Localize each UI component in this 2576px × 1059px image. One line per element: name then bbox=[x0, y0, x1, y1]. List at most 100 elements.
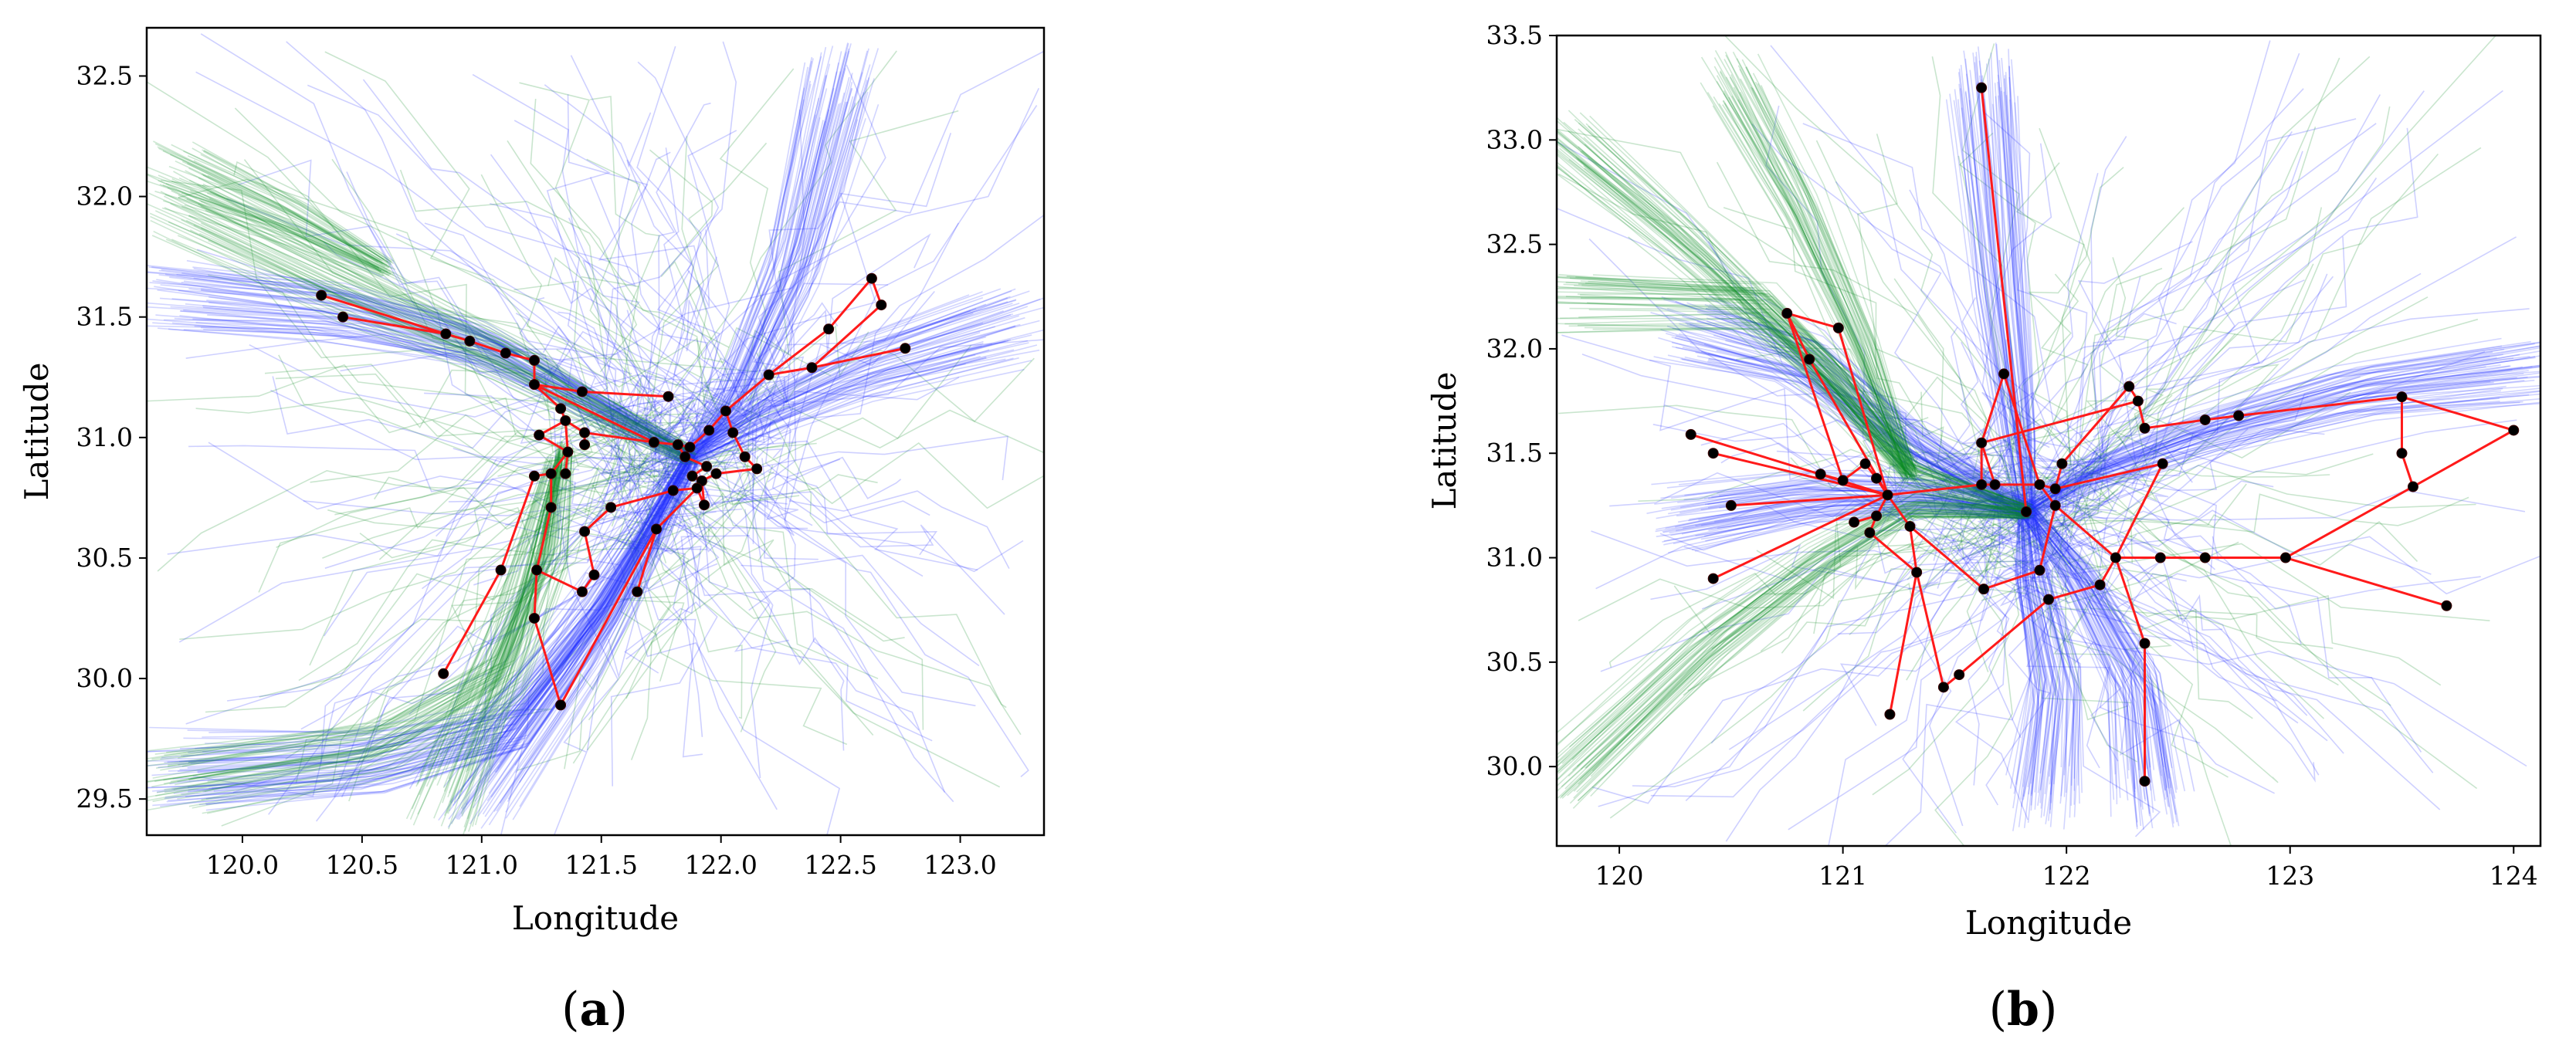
green-trajectory bbox=[2049, 569, 2279, 783]
blue-trajectory bbox=[2005, 95, 2034, 516]
blue-trajectory bbox=[2034, 507, 2178, 790]
green-trajectory bbox=[1745, 66, 1914, 472]
blue-trajectory bbox=[171, 458, 690, 790]
blue-trajectory bbox=[1581, 354, 2065, 536]
green-trajectory bbox=[1557, 130, 1908, 471]
green-trajectory bbox=[158, 174, 382, 272]
green-trajectory bbox=[167, 187, 688, 452]
route-edge bbox=[2054, 504, 2117, 559]
blue-trajectory bbox=[1971, 118, 2357, 493]
green-trajectory bbox=[2115, 207, 2323, 483]
blue-trajectory bbox=[1665, 496, 2019, 530]
route-edge bbox=[536, 569, 583, 593]
blue-trajectory bbox=[1684, 356, 2028, 519]
blue-trajectory bbox=[2091, 40, 2271, 499]
green-trajectory bbox=[1723, 207, 2013, 482]
green-trajectory bbox=[334, 398, 722, 516]
blue-trajectory bbox=[2023, 509, 2052, 793]
blue-trajectory bbox=[469, 463, 688, 824]
blue-trajectory bbox=[168, 328, 690, 465]
green-trajectory bbox=[1557, 140, 1903, 469]
blue-trajectory bbox=[226, 198, 720, 399]
green-trajectory bbox=[154, 449, 560, 782]
blue-trajectory bbox=[197, 457, 694, 773]
green-trajectory bbox=[1577, 321, 2030, 519]
green-trajectory bbox=[202, 151, 393, 263]
blue-trajectory bbox=[2027, 505, 2150, 776]
blue-trajectory bbox=[2021, 503, 2129, 779]
route-node bbox=[2034, 564, 2046, 576]
green-trajectory bbox=[156, 449, 564, 793]
green-trajectory bbox=[1557, 276, 2025, 508]
blue-trajectory bbox=[682, 66, 808, 455]
blue-trajectory bbox=[683, 56, 822, 450]
blue-trajectory bbox=[1707, 306, 2032, 507]
green-trajectory bbox=[1568, 110, 1911, 466]
blue-trajectory bbox=[683, 345, 982, 460]
route-node bbox=[686, 470, 698, 482]
blue-trajectory bbox=[1719, 479, 2035, 506]
route-node bbox=[1871, 510, 1883, 522]
blue-trajectory bbox=[2020, 518, 2039, 828]
route-edge bbox=[533, 384, 562, 410]
blue-trajectory bbox=[1672, 327, 2022, 513]
green-trajectory bbox=[1583, 165, 1915, 482]
blue-trajectory bbox=[1985, 563, 2051, 806]
blue-trajectory bbox=[2033, 506, 2082, 786]
blue-trajectory bbox=[696, 100, 860, 462]
blue-trajectory bbox=[152, 462, 683, 792]
blue-trajectory bbox=[226, 381, 788, 702]
blue-trajectory bbox=[680, 363, 966, 466]
blue-trajectory bbox=[2025, 511, 2142, 807]
blue-trajectory bbox=[2028, 340, 2531, 507]
blue-trajectory bbox=[751, 424, 1029, 778]
blue-trajectory bbox=[1933, 519, 1996, 595]
blue-trajectory bbox=[188, 453, 693, 753]
green-trajectory bbox=[1754, 81, 1917, 475]
route-node bbox=[2043, 594, 2054, 605]
green-trajectory bbox=[443, 459, 557, 792]
blue-trajectory bbox=[2026, 379, 2535, 516]
background-trajectories bbox=[147, 33, 1044, 835]
blue-trajectory bbox=[784, 105, 1038, 520]
route-edge bbox=[2401, 395, 2514, 431]
green-trajectory bbox=[1725, 76, 1910, 476]
green-trajectory bbox=[1728, 96, 1910, 482]
blue-trajectory bbox=[2030, 341, 2540, 505]
blue-trajectory bbox=[462, 463, 685, 810]
blue-trajectory bbox=[2066, 526, 2441, 810]
blue-trajectory bbox=[2032, 507, 2080, 779]
blue-trajectory bbox=[286, 41, 642, 452]
blue-trajectory bbox=[2021, 503, 2130, 771]
blue-trajectory bbox=[2033, 364, 2540, 511]
route-edge bbox=[2038, 505, 2057, 571]
route-node bbox=[1685, 428, 1696, 440]
route-node bbox=[823, 323, 835, 335]
blue-trajectory bbox=[1974, 62, 2024, 506]
green-trajectory bbox=[1739, 91, 1914, 480]
green-trajectory bbox=[1608, 543, 1924, 668]
route-edge bbox=[1980, 442, 1996, 486]
green-trajectory bbox=[159, 184, 382, 272]
green-trajectory bbox=[1587, 157, 1917, 481]
green-trajectory bbox=[153, 230, 683, 464]
route-node bbox=[1707, 448, 1719, 459]
blue-trajectory bbox=[178, 453, 689, 766]
blue-trajectory bbox=[2017, 96, 2036, 515]
blue-trajectory bbox=[2052, 511, 2142, 684]
blue-trajectory bbox=[683, 343, 992, 462]
green-trajectory bbox=[1700, 82, 1903, 478]
green-trajectory bbox=[1564, 317, 2029, 517]
blue-trajectory bbox=[2032, 512, 2166, 800]
green-trajectory bbox=[1565, 296, 2028, 512]
route-node bbox=[1864, 527, 1876, 539]
green-trajectory bbox=[163, 450, 564, 781]
blue-trajectory bbox=[2057, 540, 2161, 583]
route-node bbox=[1707, 573, 1719, 584]
blue-trajectory bbox=[238, 159, 596, 401]
blue-trajectory bbox=[195, 452, 694, 749]
blue-trajectory bbox=[624, 523, 702, 674]
blue-trajectory bbox=[2022, 518, 2138, 830]
blue-trajectory bbox=[1684, 482, 2029, 509]
blue-trajectory bbox=[2029, 376, 2528, 515]
